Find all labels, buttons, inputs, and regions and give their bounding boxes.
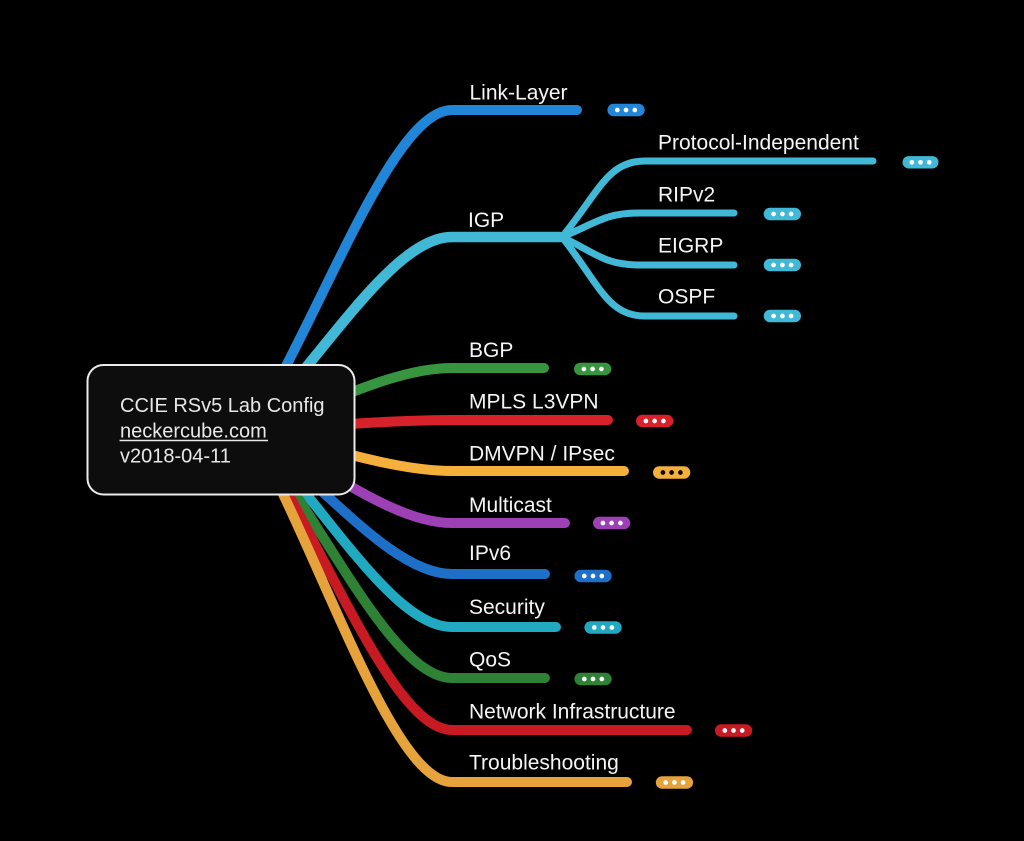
svg-text:Multicast: Multicast <box>469 494 552 517</box>
svg-text:v2018-04-11: v2018-04-11 <box>120 446 231 468</box>
svg-text:Troubleshooting: Troubleshooting <box>469 752 619 775</box>
svg-text:IPv6: IPv6 <box>469 542 511 565</box>
svg-text:DMVPN / IPsec: DMVPN / IPsec <box>469 443 615 466</box>
svg-text:CCIE RSv5 Lab Config: CCIE RSv5 Lab Config <box>120 395 325 417</box>
svg-text:RIPv2: RIPv2 <box>658 184 715 207</box>
svg-text:Security: Security <box>469 596 545 619</box>
svg-text:OSPF: OSPF <box>658 286 715 309</box>
svg-text:MPLS L3VPN: MPLS L3VPN <box>469 391 599 414</box>
svg-text:QoS: QoS <box>469 649 511 672</box>
svg-text:Link-Layer: Link-Layer <box>470 82 568 105</box>
svg-text:Protocol-Independent: Protocol-Independent <box>658 132 859 155</box>
svg-text:BGP: BGP <box>469 339 513 362</box>
svg-text:IGP: IGP <box>468 209 504 232</box>
svg-text:EIGRP: EIGRP <box>658 235 723 258</box>
svg-text:Network Infrastructure: Network Infrastructure <box>469 701 676 724</box>
svg-text:neckercube.com: neckercube.com <box>120 421 267 443</box>
